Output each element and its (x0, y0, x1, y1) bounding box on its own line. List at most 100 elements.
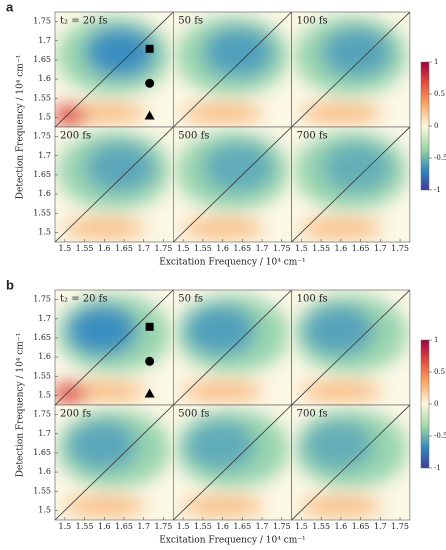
marker-circle (145, 356, 155, 366)
x-tick-label: 1.5 (295, 522, 308, 531)
panel (55, 290, 174, 405)
x-tick-label: 1.5 (177, 244, 190, 253)
contour-blue (321, 141, 393, 193)
contour-orange (299, 219, 383, 238)
contour-blue (202, 141, 274, 193)
x-tick-label: 1.55 (76, 522, 94, 531)
contours (57, 131, 171, 238)
colorbar-tick-label: -0.5 (434, 154, 446, 162)
y-tick-label: 1.7 (38, 36, 51, 45)
figure-label: b (6, 277, 14, 292)
diagonal (291, 405, 410, 520)
panel-frame (291, 404, 411, 521)
diagonal (173, 127, 292, 242)
x-tick-label: 1.7 (374, 244, 387, 253)
x-tick-label: 1.65 (233, 522, 251, 531)
panel (55, 405, 174, 520)
panel (55, 127, 174, 242)
contour-blue (185, 419, 257, 471)
y-tick-label: 1.5 (38, 112, 51, 121)
colorbar-tick-label: 1 (434, 336, 438, 344)
marker-circle (145, 78, 155, 88)
colorbar-tick-label: -1 (434, 464, 441, 472)
y-tick-label: 1.65 (33, 170, 51, 179)
y-tick-label: 1.7 (38, 314, 51, 323)
x-tick-label: 1.55 (194, 522, 212, 531)
contours (175, 294, 290, 401)
y-tick-label: 1.55 (33, 371, 51, 380)
x-tick-label: 1.55 (312, 244, 330, 253)
panel-title: 100 fs (297, 16, 328, 27)
x-tick-label: 1.65 (115, 522, 133, 531)
contours (293, 294, 408, 401)
contour-blue (185, 304, 257, 356)
x-tick-label: 1.65 (233, 244, 251, 253)
contour-orange (299, 104, 383, 123)
contours (293, 16, 408, 123)
x-tick-label: 1.75 (155, 522, 173, 531)
x-tick-label: 1.75 (155, 244, 173, 253)
x-tick-label: 1.6 (335, 522, 348, 531)
y-tick-label: 1.7 (38, 429, 51, 438)
panel (291, 127, 410, 242)
x-tick-label: 1.7 (256, 522, 269, 531)
contour-blue (202, 26, 274, 78)
x-tick-label: 1.75 (391, 522, 409, 531)
panel (173, 127, 292, 242)
x-tick-label: 1.6 (335, 244, 348, 253)
contour-blue (303, 304, 375, 356)
panel-frame (291, 126, 411, 243)
x-tick-label: 1.5 (177, 522, 190, 531)
y-tick-label: 1.75 (33, 17, 51, 26)
y-tick-label: 1.75 (33, 132, 51, 141)
diagonal (291, 127, 410, 242)
x-tick-label: 1.55 (76, 244, 94, 253)
contour-orange (181, 104, 265, 123)
contours (293, 409, 408, 516)
x-tick-label: 1.6 (98, 522, 111, 531)
y-tick-label: 1.5 (38, 505, 51, 514)
y-tick-label: 1.65 (33, 55, 51, 64)
y-tick-label: 1.55 (33, 486, 51, 495)
colorbar-tick-label: 0.5 (434, 368, 445, 376)
x-tick-label: 1.65 (352, 522, 370, 531)
y-tick-label: 1.5 (38, 390, 51, 399)
diagonal (173, 290, 292, 405)
contour-blue (84, 141, 156, 193)
y-tick-label: 1.5 (38, 227, 51, 236)
x-tick-label: 1.75 (391, 244, 409, 253)
contour-blue (66, 304, 138, 356)
contours (175, 131, 290, 238)
panel-title: 200 fs (60, 409, 91, 420)
diagonal (55, 405, 174, 520)
y-tick-label: 1.6 (38, 74, 51, 83)
y-tick-label: 1.55 (33, 208, 51, 217)
x-tick-label: 1.55 (312, 522, 330, 531)
x-tick-label: 1.7 (137, 244, 150, 253)
x-tick-label: 1.75 (273, 244, 291, 253)
diagonal (55, 12, 174, 127)
panel (291, 405, 410, 520)
contour-orange (63, 497, 147, 516)
panel-title: 50 fs (178, 294, 203, 305)
x-tick-label: 1.7 (137, 522, 150, 531)
marker-triangle (144, 110, 155, 120)
panel (173, 290, 292, 405)
contours (57, 409, 171, 516)
marker-triangle (144, 388, 155, 398)
colorbar-tick-label: -1 (434, 186, 441, 194)
y-tick-label: 1.65 (33, 333, 51, 342)
contour-orange (63, 219, 147, 238)
y-tick-label: 1.6 (38, 352, 51, 361)
y-tick-label: 1.65 (33, 448, 51, 457)
diagonal (291, 290, 410, 405)
contour-blue (84, 26, 156, 78)
y-tick-label: 1.75 (33, 295, 51, 304)
colorbar (420, 61, 430, 191)
x-axis-label: Excitation Frequency / 10⁴ cm⁻¹ (159, 536, 305, 546)
diagonal (291, 12, 410, 127)
x-tick-label: 1.65 (352, 244, 370, 253)
contour-red (55, 383, 86, 404)
x-tick-label: 1.7 (256, 244, 269, 253)
